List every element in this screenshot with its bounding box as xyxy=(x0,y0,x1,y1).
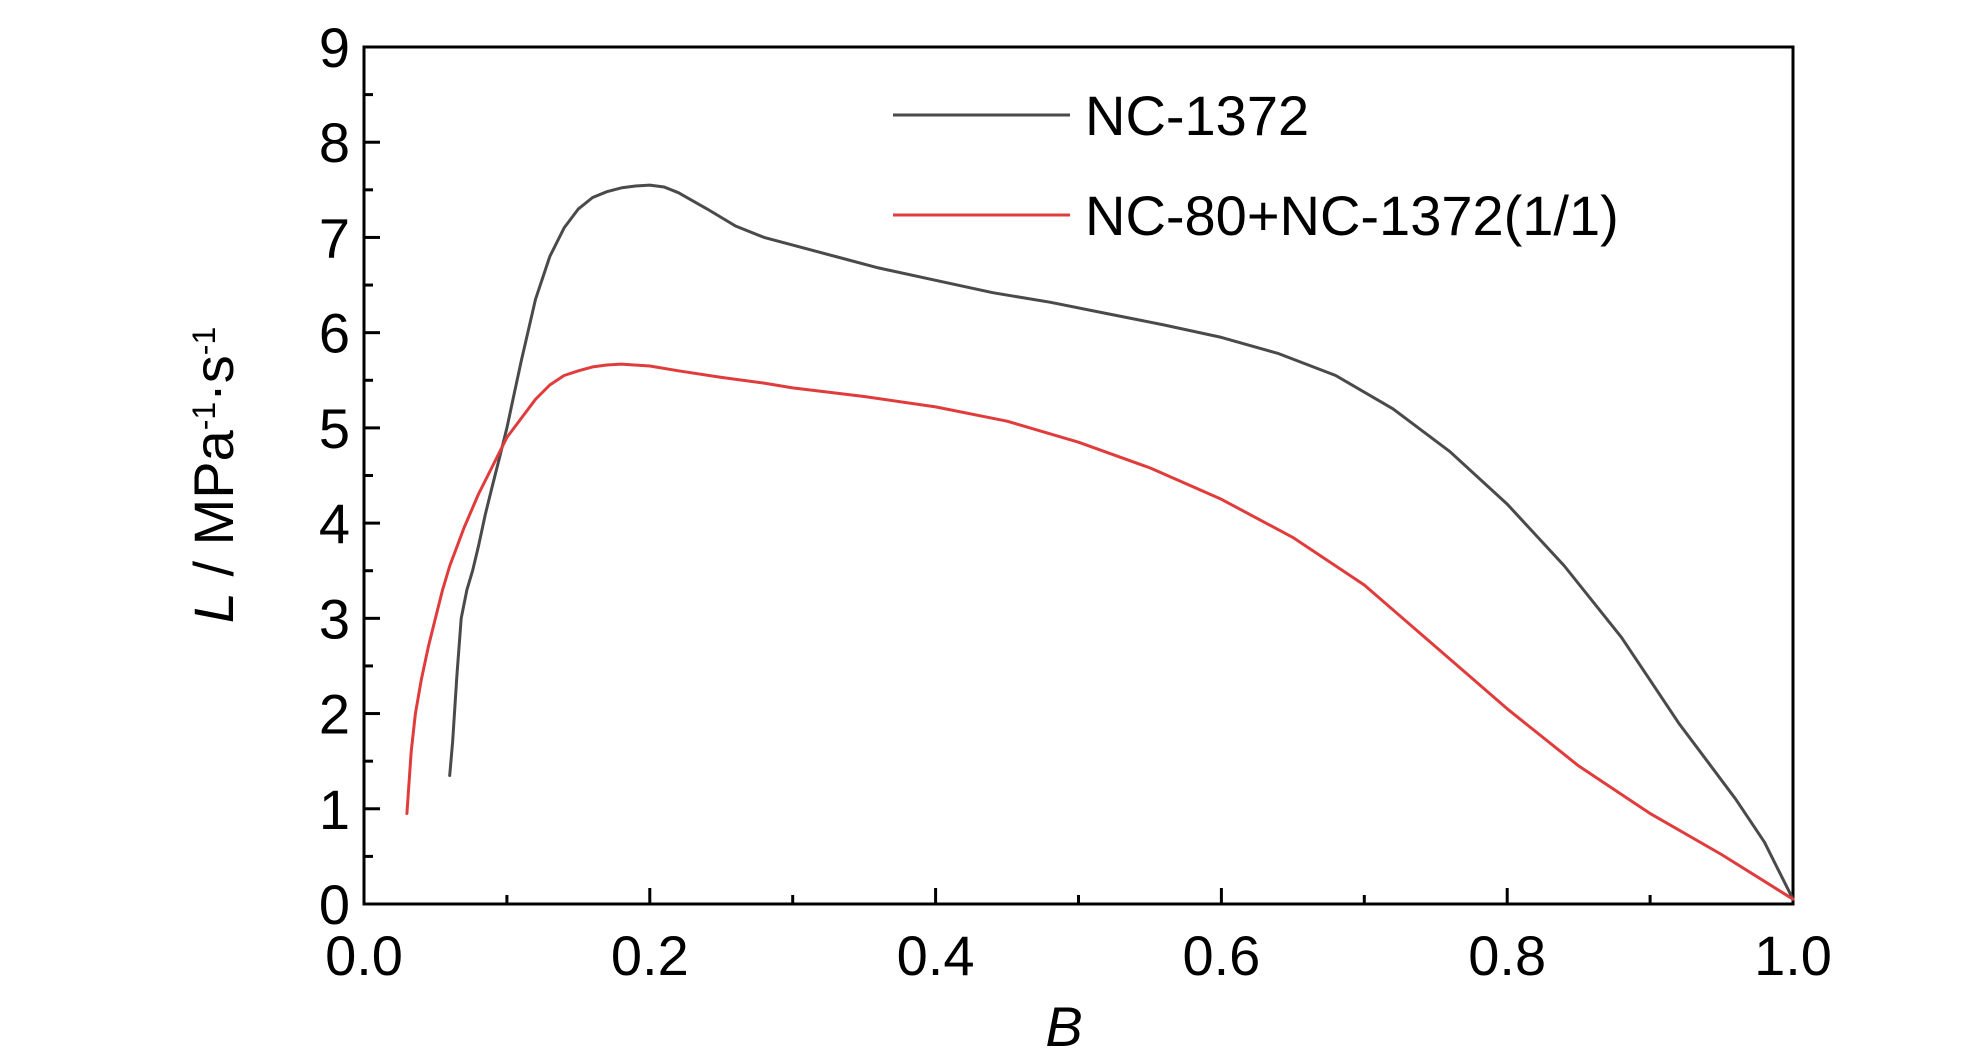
y-axis-title-exp1: -1 xyxy=(186,402,222,430)
y-axis-title-main: L xyxy=(182,592,245,623)
y-tick-label-3: 3 xyxy=(319,587,350,650)
axis-ticks xyxy=(362,45,1795,906)
x-tick-label-3: 0.6 xyxy=(1182,924,1260,987)
x-tick-label-5: 1.0 xyxy=(1754,924,1832,987)
series-line-1 xyxy=(405,362,1795,901)
y-axis-title-mid: ·s xyxy=(182,355,245,402)
legend-label-nc-80-nc-1372: NC-80+NC-1372(1/1) xyxy=(1085,184,1619,247)
y-axis-title-exp2: -1 xyxy=(186,327,222,355)
axis-tick-labels: 0.0 0.2 0.4 0.6 0.8 1.0 0 1 2 3 4 5 6 7 8 9 xyxy=(319,16,1832,987)
y-axis-title-rest: / MPa xyxy=(182,429,245,592)
y-axis-title: L / MPa-1·s-1 xyxy=(182,327,245,624)
legend-label-nc-1372: NC-1372 xyxy=(1085,84,1309,147)
y-tick-label-0: 0 xyxy=(319,873,350,936)
y-tick-label-5: 5 xyxy=(319,397,350,460)
legend: NC-1372 NC-80+NC-1372(1/1) xyxy=(893,84,1619,247)
series-line-0 xyxy=(448,183,1795,901)
x-tick-label-4: 0.8 xyxy=(1468,924,1546,987)
y-tick-label-6: 6 xyxy=(319,302,350,365)
x-axis-title: B xyxy=(1045,995,1082,1058)
y-tick-label-1: 1 xyxy=(319,778,350,841)
x-tick-label-1: 0.2 xyxy=(611,924,689,987)
x-tick-label-0: 0.0 xyxy=(325,924,403,987)
y-tick-label-2: 2 xyxy=(319,683,350,746)
plot-area xyxy=(362,45,1795,906)
y-tick-label-9: 9 xyxy=(319,16,350,79)
series-lines xyxy=(405,183,1795,901)
x-tick-label-2: 0.4 xyxy=(897,924,975,987)
y-tick-label-8: 8 xyxy=(319,111,350,174)
y-tick-label-7: 7 xyxy=(319,206,350,269)
y-tick-label-4: 4 xyxy=(319,492,350,555)
